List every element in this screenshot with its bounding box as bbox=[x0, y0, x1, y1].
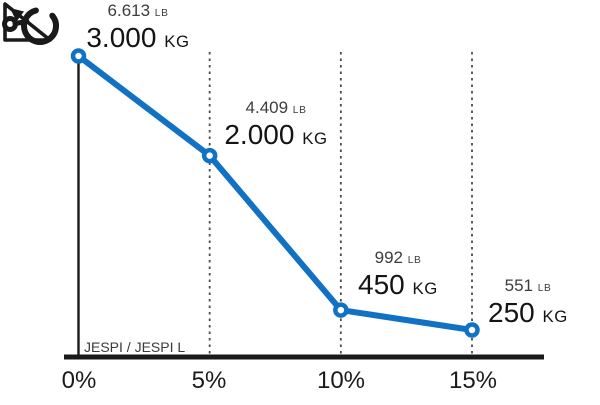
data-point-marker bbox=[333, 302, 349, 318]
point-annotation-3: 551 LB 250 KG bbox=[482, 276, 574, 328]
kg-value: 3.000 KG bbox=[86, 21, 190, 53]
series-line bbox=[75, 53, 475, 333]
point-annotation-0: 6.613 LB 3.000 KG bbox=[80, 1, 196, 53]
point-annotation-2: 992 LB 450 KG bbox=[352, 248, 444, 300]
lb-value: 6.613 LB bbox=[107, 1, 169, 20]
data-point-markers bbox=[70, 48, 480, 338]
guide-lines bbox=[208, 52, 473, 356]
lb-value: 4.409 LB bbox=[245, 98, 307, 117]
lb-value: 992 LB bbox=[374, 248, 422, 267]
kg-value: 250 KG bbox=[488, 296, 568, 328]
x-tick-15: 15% bbox=[448, 367, 498, 394]
slope-incline-icon bbox=[3, 2, 52, 42]
kg-value: 2.000 KG bbox=[224, 118, 328, 150]
x-tick-10: 10% bbox=[316, 367, 366, 394]
point-annotation-1: 4.409 LB 2.000 KG bbox=[218, 98, 334, 150]
data-point-marker bbox=[464, 322, 480, 338]
x-tick-5: 5% bbox=[191, 367, 227, 394]
x-tick-0: 0% bbox=[61, 367, 97, 394]
lb-value: 551 LB bbox=[504, 276, 552, 295]
kg-value: 450 KG bbox=[358, 268, 438, 300]
model-label: JESPI / JESPI L bbox=[84, 339, 186, 355]
data-point-marker bbox=[201, 147, 218, 164]
data-point-marker bbox=[70, 48, 87, 64]
